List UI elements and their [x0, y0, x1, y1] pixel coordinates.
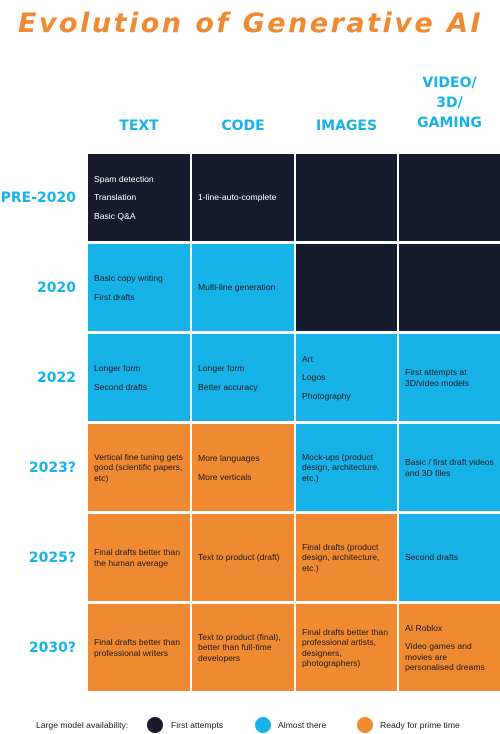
- column-header: IMAGES: [315, 118, 378, 134]
- grid-cell: Longer form Second drafts: [88, 334, 190, 421]
- cell-text: More verticals: [198, 471, 252, 482]
- cell-text: Text to product (final), better than ful…: [198, 631, 281, 663]
- grid-cell: Final drafts (product design, architectu…: [296, 514, 397, 601]
- grid-cell: Final drafts better than professional ar…: [296, 604, 397, 691]
- cell-text: Final drafts better than the human avera…: [94, 547, 180, 568]
- grid-cell: Text to product (final), better than ful…: [192, 604, 294, 691]
- cell-text: Second drafts: [405, 552, 459, 563]
- cell-text: Final drafts better than professional wr…: [94, 637, 180, 658]
- legend-item-label: Almost there: [278, 720, 327, 730]
- cell-text: Second drafts: [94, 381, 148, 392]
- legend-item-label: Ready for prime time: [380, 720, 460, 730]
- grid-cell: Vertical fine tuning gets good (scientif…: [88, 424, 190, 511]
- row-header: PRE-2020: [0, 189, 76, 206]
- legend-dot-almost-there: [255, 717, 271, 733]
- row-header: 2023?: [28, 459, 76, 476]
- grid-cell: More languages More verticals: [192, 424, 294, 511]
- cell-text: Mock-ups (product design, architecture. …: [302, 451, 380, 483]
- grid-cell: 1-line-auto-complete: [192, 154, 294, 241]
- grid-cell: [399, 154, 500, 241]
- legend-item-label: First attempts: [171, 720, 224, 730]
- cell-text: First drafts: [94, 291, 135, 302]
- grid-cell: Longer form Better accuracy: [192, 334, 294, 421]
- grid-cell: First attempts at 3D/video models: [399, 334, 500, 421]
- legend-dot-ready: [357, 717, 373, 733]
- grid-cell: Spam detection Translation Basic Q&A: [88, 154, 190, 241]
- grid-cell: Second drafts: [399, 514, 500, 601]
- cell-text: Basic / first draft videos and 3D files: [405, 457, 494, 478]
- legend-label: Large model availability:: [36, 720, 129, 730]
- cell-text: More languages: [198, 453, 260, 463]
- grid-cell: Text to product (draft): [192, 514, 294, 601]
- grid-cell: Mock-ups (product design, architecture. …: [296, 424, 397, 511]
- column-header: TEXT: [119, 118, 159, 134]
- cell-text: Final drafts better than professional ar…: [302, 626, 388, 669]
- cell-text: First attempts at 3D/video models: [405, 367, 470, 388]
- cell-text: Art: [302, 353, 313, 364]
- grid-cell: Basic / first draft videos and 3D files: [399, 424, 500, 511]
- grid-cell: Final drafts better than the human avera…: [88, 514, 190, 601]
- grid-cell: Multi-line generation: [192, 244, 294, 331]
- grid-cell: Basic copy writing First drafts: [88, 244, 190, 331]
- cell-text: Basic Q&A: [94, 210, 136, 221]
- cell-text: Translation: [94, 192, 137, 203]
- grid-cell: Art Logos Photography: [296, 334, 397, 421]
- cell-text: Multi-line generation: [198, 282, 276, 293]
- grid-cell: [399, 244, 500, 331]
- cell-text: Longer form: [198, 363, 245, 373]
- grid-cell: Final drafts better than professional wr…: [88, 604, 190, 691]
- cell-text: Text to product (draft): [198, 552, 280, 563]
- cell-text: AI Roblox: [405, 622, 443, 633]
- row-header: 2020: [37, 279, 76, 296]
- row-header: 2025?: [28, 549, 76, 566]
- grid-cell: AI Roblox Video games and movies are pers…: [399, 604, 500, 691]
- cell-text: Better accuracy: [198, 381, 258, 392]
- legend-dot-first-attempts: [147, 717, 163, 733]
- column-header: CODE: [221, 118, 265, 134]
- cell-text: Vertical fine tuning gets good (scientif…: [94, 451, 183, 483]
- cell-text: Longer form: [94, 363, 141, 373]
- grid-cell: [296, 154, 397, 241]
- cell-text: Spam detection: [94, 173, 154, 184]
- row-header: 2030?: [28, 639, 76, 656]
- page-title: Evolution of Generative AI: [18, 8, 484, 39]
- grid-cell: [296, 244, 397, 331]
- row-header: 2022: [37, 369, 76, 386]
- cell-text: Final drafts (product design, architectu…: [302, 541, 380, 573]
- cell-text: Photography: [302, 390, 351, 401]
- cell-text: Logos: [302, 372, 326, 383]
- cell-text: 1-line-auto-complete: [198, 192, 277, 203]
- cell-text: Video games and movies are personalised …: [405, 641, 485, 672]
- column-header: VIDEO/3D/GAMING: [417, 75, 482, 131]
- cell-text: Basic copy writing: [94, 273, 163, 283]
